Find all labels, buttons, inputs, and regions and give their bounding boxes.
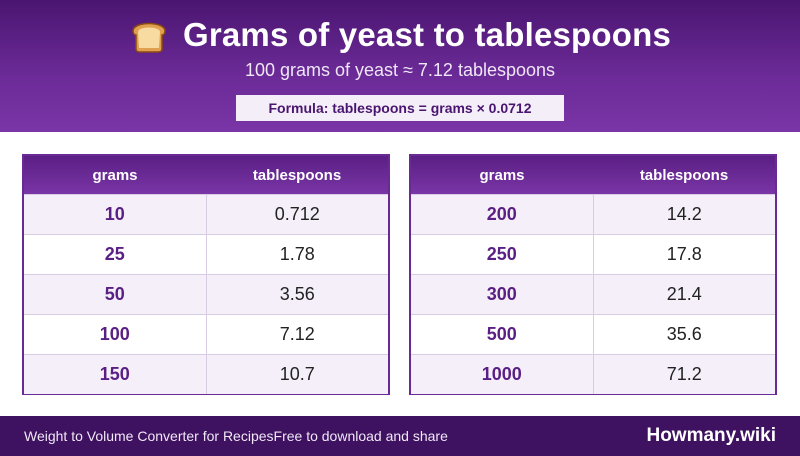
footer-bar: Weight to Volume Converter for Recipes Fr… bbox=[0, 416, 800, 456]
tablespoons-cell: 17.8 bbox=[666, 244, 702, 264]
table-header: grams tablespoons bbox=[411, 156, 775, 194]
footer-tagline: Weight to Volume Converter for Recipes Fr… bbox=[24, 416, 448, 456]
grams-cell: 200 bbox=[411, 195, 594, 234]
table-body: 10 0.712 25 1.78 50 3.56 100 7.12 150 10… bbox=[24, 194, 388, 394]
tablespoons-cell: 71.2 bbox=[666, 364, 702, 384]
tablespoons-cell: 0.712 bbox=[274, 204, 320, 224]
table-row: 250 17.8 bbox=[411, 234, 775, 274]
formula-badge: Formula: tablespoons = grams × 0.0712 bbox=[236, 95, 564, 121]
grams-cell: 10 bbox=[24, 195, 207, 234]
page-title: Grams of yeast to tablespoons bbox=[182, 16, 672, 53]
table-row: 100 7.12 bbox=[24, 314, 388, 354]
tablespoons-cell: 21.4 bbox=[666, 284, 702, 304]
table-row: 50 3.56 bbox=[24, 274, 388, 314]
header-banner: Grams of yeast to tablespoons 100 grams … bbox=[0, 0, 800, 132]
column-header-grams: grams bbox=[479, 166, 525, 184]
grams-cell: 25 bbox=[24, 235, 207, 274]
grams-cell: 250 bbox=[411, 235, 594, 274]
page-subtitle: 100 grams of yeast ≈ 7.12 tablespoons bbox=[244, 60, 556, 80]
conversion-table-left: grams tablespoons 10 0.712 25 1.78 50 3.… bbox=[22, 154, 390, 395]
table-body: 200 14.2 250 17.8 300 21.4 500 35.6 1000… bbox=[411, 194, 775, 394]
grams-cell: 1000 bbox=[411, 355, 594, 394]
table-row: 300 21.4 bbox=[411, 274, 775, 314]
grams-cell: 100 bbox=[24, 315, 207, 354]
tablespoons-cell: 14.2 bbox=[666, 204, 702, 224]
table-row: 150 10.7 bbox=[24, 354, 388, 394]
table-row: 10 0.712 bbox=[24, 194, 388, 234]
column-header-tablespoons: tablespoons bbox=[252, 166, 342, 184]
table-row: 1000 71.2 bbox=[411, 354, 775, 394]
title-row: Grams of yeast to tablespoons bbox=[0, 14, 800, 56]
tablespoons-cell: 7.12 bbox=[279, 324, 315, 344]
table-row: 25 1.78 bbox=[24, 234, 388, 274]
footer-subtext: Free to download and share bbox=[273, 428, 448, 444]
bread-icon bbox=[129, 17, 169, 53]
column-header-tablespoons: tablespoons bbox=[639, 166, 729, 184]
grams-cell: 50 bbox=[24, 275, 207, 314]
table-row: 500 35.6 bbox=[411, 314, 775, 354]
brand-logo-text[interactable]: Howmany.wiki bbox=[646, 425, 776, 446]
table-row: 200 14.2 bbox=[411, 194, 775, 234]
table-header: grams tablespoons bbox=[24, 156, 388, 194]
tablespoons-cell: 3.56 bbox=[279, 284, 315, 304]
conversion-table-right: grams tablespoons 200 14.2 250 17.8 300 … bbox=[409, 154, 777, 395]
tablespoons-cell: 1.78 bbox=[279, 244, 315, 264]
footer-app-name: Weight to Volume Converter for Recipes bbox=[24, 428, 274, 444]
column-header-grams: grams bbox=[92, 166, 138, 184]
grams-cell: 150 bbox=[24, 355, 207, 394]
tablespoons-cell: 10.7 bbox=[279, 364, 315, 384]
tablespoons-cell: 35.6 bbox=[666, 324, 702, 344]
grams-cell: 500 bbox=[411, 315, 594, 354]
grams-cell: 300 bbox=[411, 275, 594, 314]
